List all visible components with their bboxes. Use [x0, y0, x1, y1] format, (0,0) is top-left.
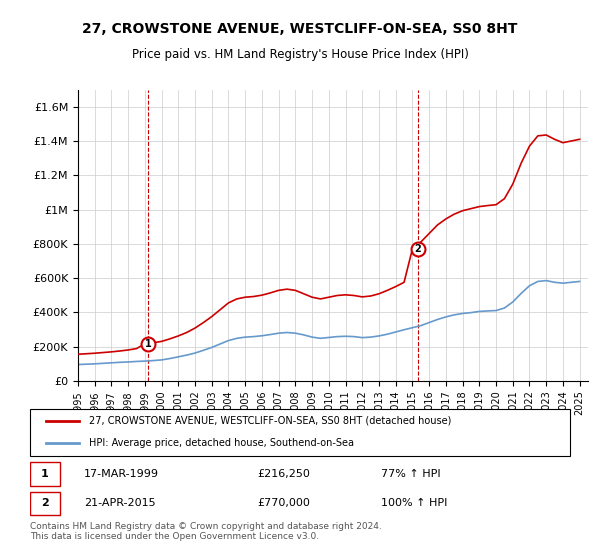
Text: 21-APR-2015: 21-APR-2015 — [84, 498, 155, 508]
Text: 17-MAR-1999: 17-MAR-1999 — [84, 469, 159, 479]
Text: £770,000: £770,000 — [257, 498, 310, 508]
Text: 2: 2 — [414, 244, 421, 254]
Text: £216,250: £216,250 — [257, 469, 310, 479]
Text: 100% ↑ HPI: 100% ↑ HPI — [381, 498, 448, 508]
Text: HPI: Average price, detached house, Southend-on-Sea: HPI: Average price, detached house, Sout… — [89, 438, 355, 448]
Text: 1: 1 — [41, 469, 49, 479]
FancyBboxPatch shape — [30, 462, 60, 486]
Text: 2: 2 — [41, 498, 49, 508]
Text: 77% ↑ HPI: 77% ↑ HPI — [381, 469, 440, 479]
FancyBboxPatch shape — [30, 492, 60, 515]
Text: 1: 1 — [145, 339, 152, 349]
Text: 27, CROWSTONE AVENUE, WESTCLIFF-ON-SEA, SS0 8HT (detached house): 27, CROWSTONE AVENUE, WESTCLIFF-ON-SEA, … — [89, 416, 452, 426]
FancyBboxPatch shape — [30, 409, 570, 456]
Text: Price paid vs. HM Land Registry's House Price Index (HPI): Price paid vs. HM Land Registry's House … — [131, 48, 469, 60]
Text: 27, CROWSTONE AVENUE, WESTCLIFF-ON-SEA, SS0 8HT: 27, CROWSTONE AVENUE, WESTCLIFF-ON-SEA, … — [82, 22, 518, 36]
Text: Contains HM Land Registry data © Crown copyright and database right 2024.
This d: Contains HM Land Registry data © Crown c… — [30, 522, 382, 542]
